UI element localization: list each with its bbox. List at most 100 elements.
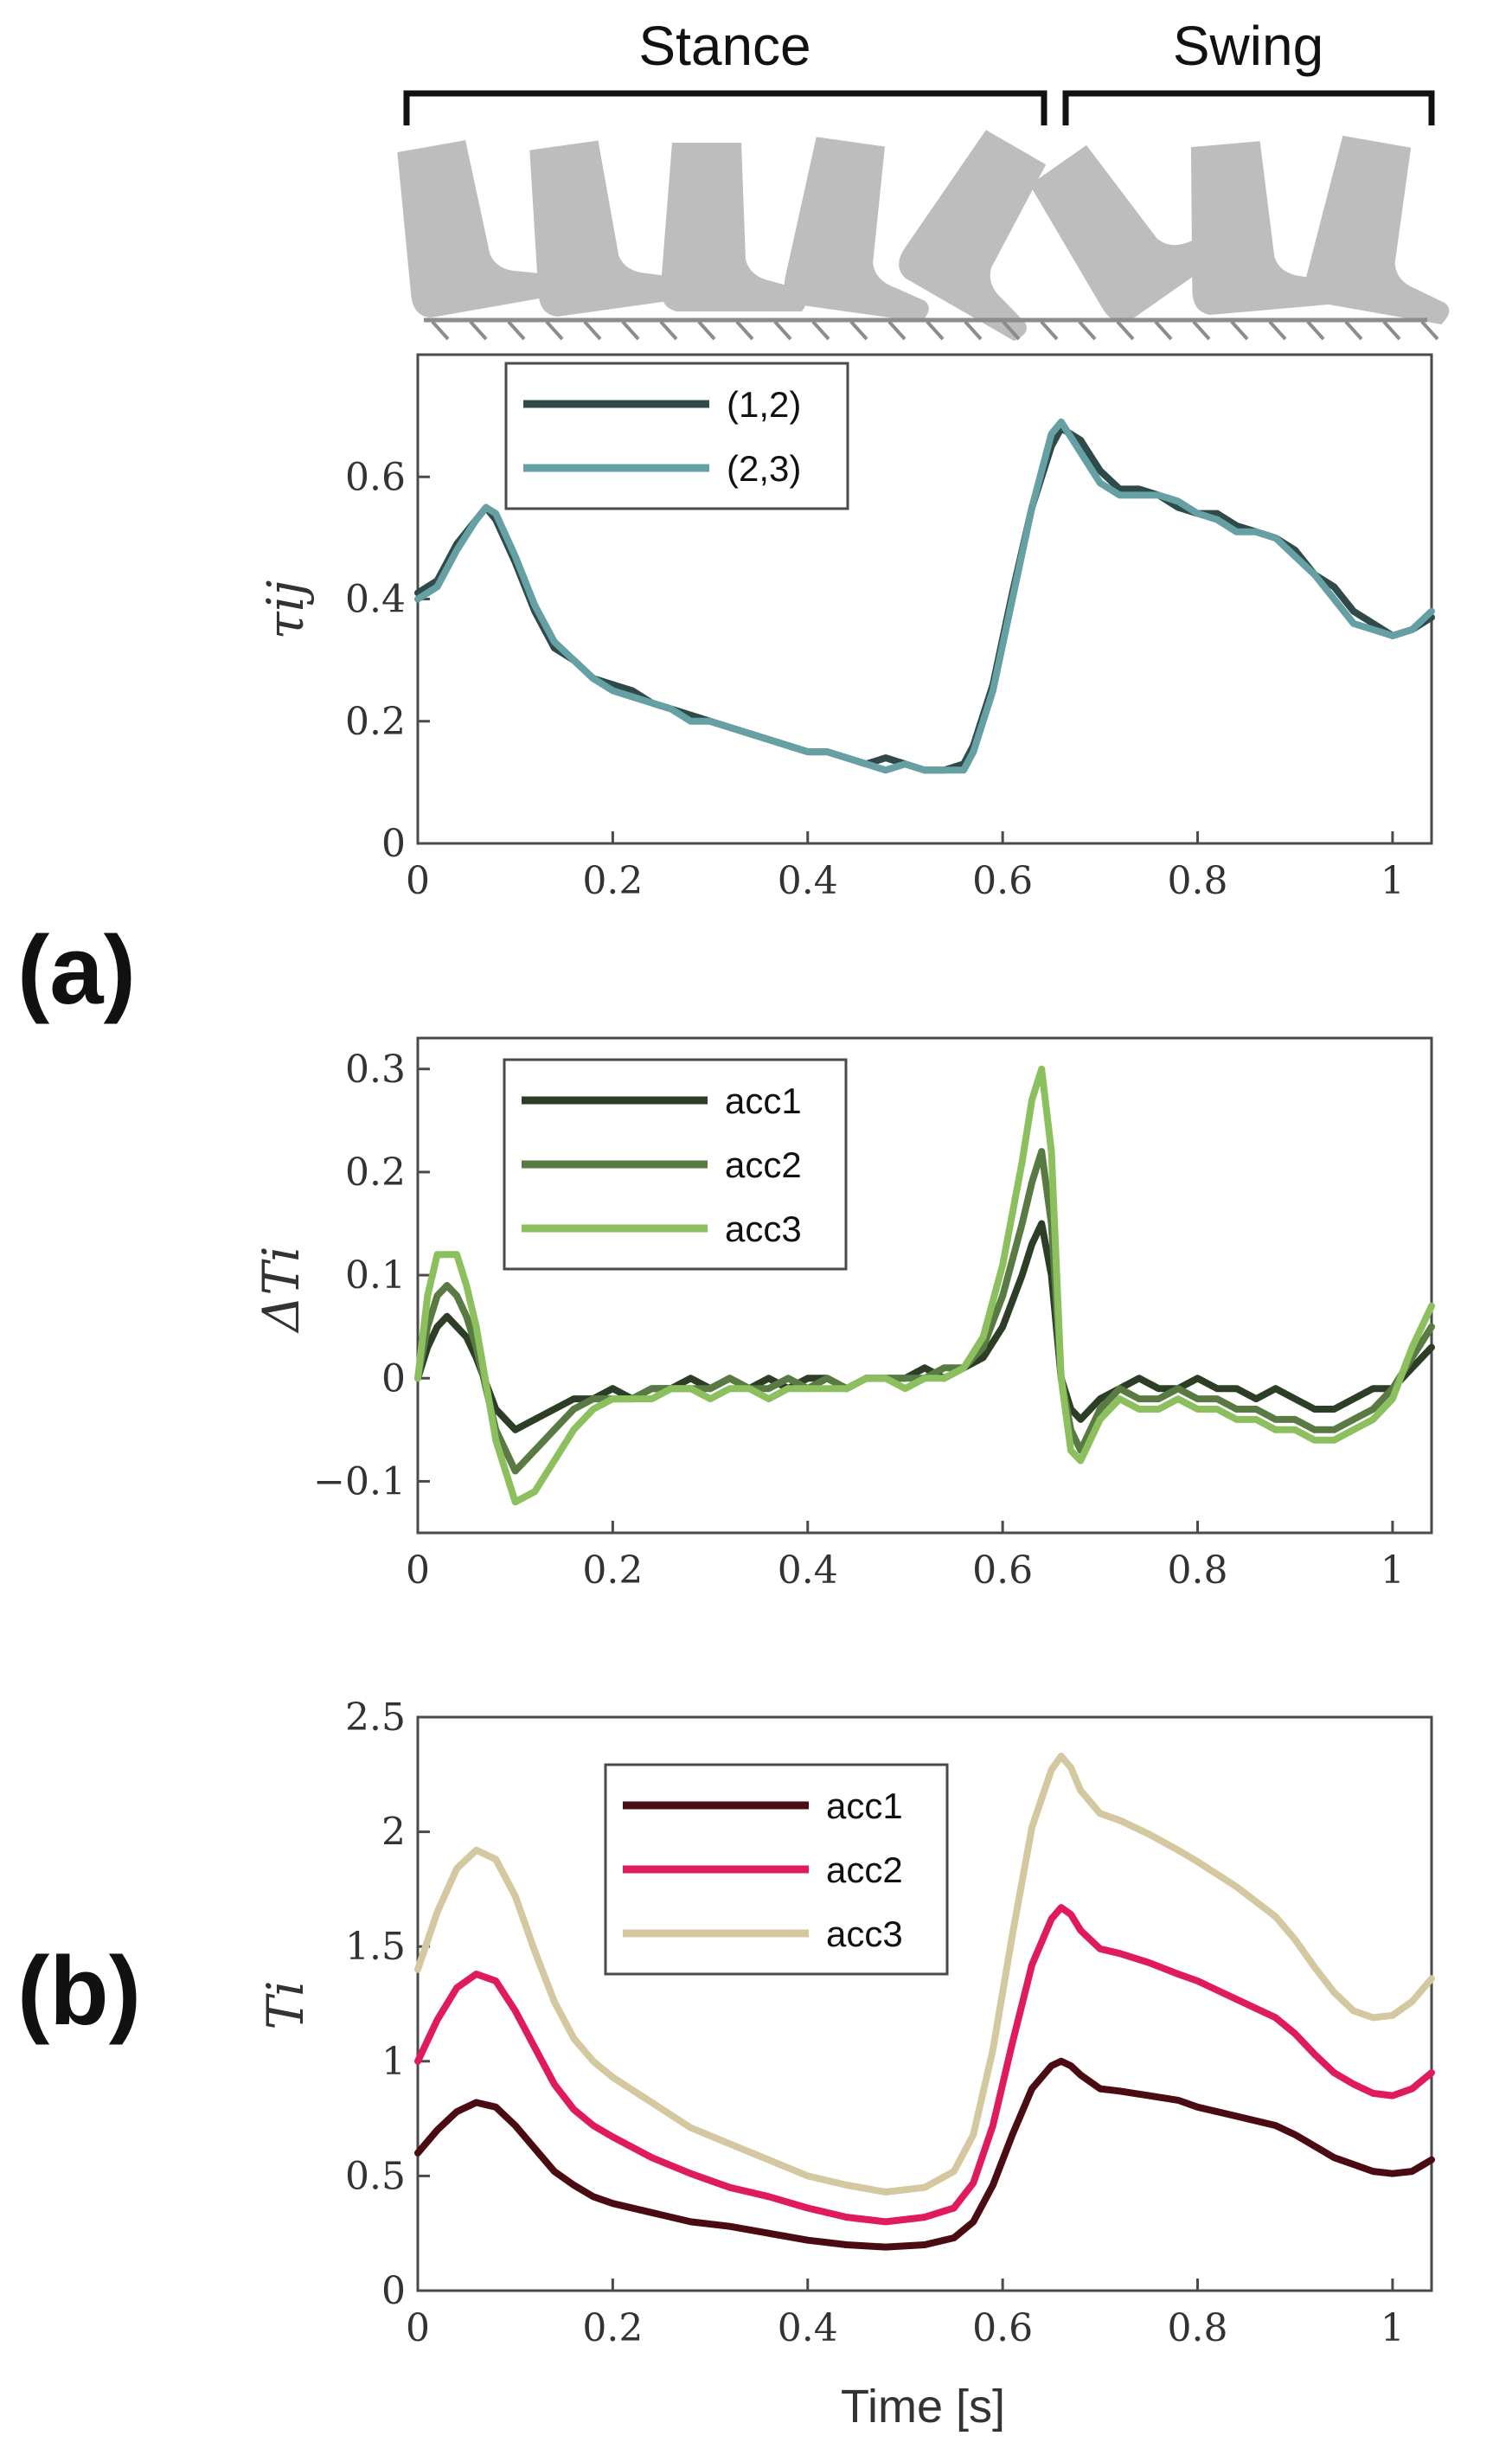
stance-bracket	[403, 90, 1048, 125]
ground-hatch-mark	[773, 320, 792, 341]
ground-hatch-mark	[621, 320, 640, 341]
ground-hatch-mark	[1344, 320, 1363, 341]
foot-shape	[660, 143, 808, 311]
ground-hatch-mark	[1268, 320, 1287, 341]
chart-tau: 0 0.2 0.4 0.6 0.8 1 0 0.2 0.4 0.6 τij (1,2) (2,3)	[256, 353, 1435, 903]
shared-x-axis-label: Time [s]	[841, 2381, 1005, 2433]
tau-y-tick-label: 0.6	[345, 455, 406, 499]
T-y-tick-label: 0.5	[345, 2154, 406, 2198]
deltaT-legend-label: acc2	[725, 1144, 802, 1185]
ground-hatch-mark	[583, 320, 602, 341]
ground-hatch-mark	[1230, 320, 1249, 341]
T-y-tick-label: 1	[381, 2040, 406, 2084]
ground-hatch-mark	[926, 320, 945, 341]
deltaT-legend: acc1 acc2 acc3	[503, 1058, 848, 1271]
deltaT-y-tick-label: −0.1	[313, 1459, 406, 1503]
foot-silhouette	[1305, 135, 1450, 324]
tau-legend-box	[504, 362, 849, 510]
tau-x-tick-label: 0.4	[778, 859, 838, 903]
foot-silhouette	[397, 140, 558, 318]
foot-shape	[397, 140, 558, 318]
tau-x-tick-label: 0.8	[1168, 859, 1228, 903]
deltaT-y-axis-label: ΔTi	[252, 1246, 311, 1333]
tau-legend-label: (2,3)	[727, 448, 801, 489]
ground-hatch-mark	[659, 320, 678, 341]
T-x-tick-label: 1	[1381, 2306, 1405, 2350]
ground-hatch-mark	[1078, 320, 1097, 341]
tau-y-tick-label: 0	[381, 822, 406, 866]
ground-hatch-mark	[887, 320, 907, 341]
ground-hatch-mark	[1002, 320, 1021, 341]
T-series-acc3	[414, 1753, 1435, 2195]
ground-hatch-mark	[1154, 320, 1173, 341]
foot-silhouette	[1190, 141, 1340, 315]
foot-shape	[1305, 135, 1450, 324]
T-axes-frame	[416, 1715, 1433, 2292]
deltaT-axes-frame	[416, 1036, 1433, 1535]
deltaT-y-tick-label: 0.2	[345, 1151, 406, 1195]
ground-hatch-mark	[964, 320, 983, 341]
ground-hatch-mark	[1382, 320, 1401, 341]
deltaT-legend-label: acc3	[725, 1208, 802, 1249]
swing-label: Swing	[1173, 15, 1323, 77]
tau-y-tick-label: 0.4	[345, 578, 406, 622]
panel-label-a: (a)	[17, 916, 136, 1024]
ground-hatch-mark	[545, 320, 564, 341]
foot-silhouette	[1029, 144, 1233, 323]
deltaT-y-tick-label: 0.1	[345, 1253, 406, 1298]
T-x-tick-label: 0.2	[582, 2306, 643, 2350]
ground-hatch-mark	[1116, 320, 1135, 341]
T-legend-label: acc2	[826, 1849, 903, 1890]
foot-silhouette	[660, 143, 808, 311]
foot-silhouette	[784, 137, 929, 323]
deltaT-x-tick-label: 0.8	[1168, 1548, 1228, 1593]
T-y-axis-label: Ti	[256, 1980, 315, 2029]
deltaT-x-tick-label: 0.6	[972, 1548, 1033, 1593]
ground-hatch-mark	[1040, 320, 1059, 341]
deltaT-legend-label: acc1	[725, 1080, 802, 1121]
deltaT-x-tick-label: 0.2	[582, 1548, 643, 1593]
deltaT-y-tick-label: 0.3	[345, 1048, 406, 1092]
ground-hatch	[424, 317, 1439, 341]
ground-hatch-mark	[735, 320, 754, 341]
chart-deltaT: 0 0.2 0.4 0.6 0.8 1−0.100.10.20.3ΔTiacc1acc2a…	[252, 1036, 1435, 1593]
ground-hatch-mark	[1192, 320, 1211, 341]
deltaT-series-acc1	[414, 1220, 1435, 1433]
ground-hatch-mark	[849, 320, 868, 341]
foot-shape	[784, 137, 929, 323]
deltaT-x-tick-label: 0.4	[778, 1548, 838, 1593]
T-y-tick-label: 2	[381, 1811, 406, 1855]
T-y-tick-label: 0	[381, 2269, 406, 2313]
foot-shape	[1029, 144, 1233, 323]
deltaT-x-tick-label: 1	[1381, 1548, 1405, 1593]
tau-y-axis-label: τij	[256, 580, 315, 640]
swing-bracket	[1062, 90, 1435, 125]
T-x-tick-label: 0.6	[972, 2306, 1033, 2350]
T-x-tick-label: 0.4	[778, 2306, 838, 2350]
tau-x-tick-label: 0.2	[582, 859, 643, 903]
deltaT-series-acc3	[414, 1065, 1435, 1506]
foot-shape	[1190, 141, 1340, 315]
T-y-tick-label: 1.5	[345, 1925, 406, 1969]
ground-hatch-mark	[1420, 320, 1439, 341]
ground-hatch-mark	[507, 320, 526, 341]
foot-silhouette	[529, 140, 686, 317]
ground-hatch-mark	[697, 320, 716, 341]
T-x-tick-label: 0	[406, 2306, 430, 2350]
panel-label-b: (b)	[17, 1937, 141, 2045]
foot-shape	[529, 140, 686, 317]
tau-legend: (1,2) (2,3)	[504, 362, 849, 510]
chart-T: 0 0.2 0.4 0.6 0.8 1 0 0.5 1 1.5 2 2.5 Ti acc1 acc2 acc3	[256, 1695, 1435, 2350]
ground-hatch-mark	[469, 320, 488, 341]
T-series-acc1	[414, 2057, 1435, 2251]
foot-shape	[899, 130, 1047, 342]
ground-hatch-mark	[1306, 320, 1325, 341]
tau-x-tick-label: 0	[406, 859, 430, 903]
deltaT-x-tick-label: 0	[406, 1548, 430, 1593]
T-series-acc2	[414, 1904, 1435, 2226]
deltaT-y-tick-label: 0	[381, 1356, 406, 1401]
ground-hatch-mark	[811, 320, 830, 341]
gait-phase-header: Stance Swing	[397, 15, 1450, 342]
ground-hatch-mark	[431, 320, 450, 341]
